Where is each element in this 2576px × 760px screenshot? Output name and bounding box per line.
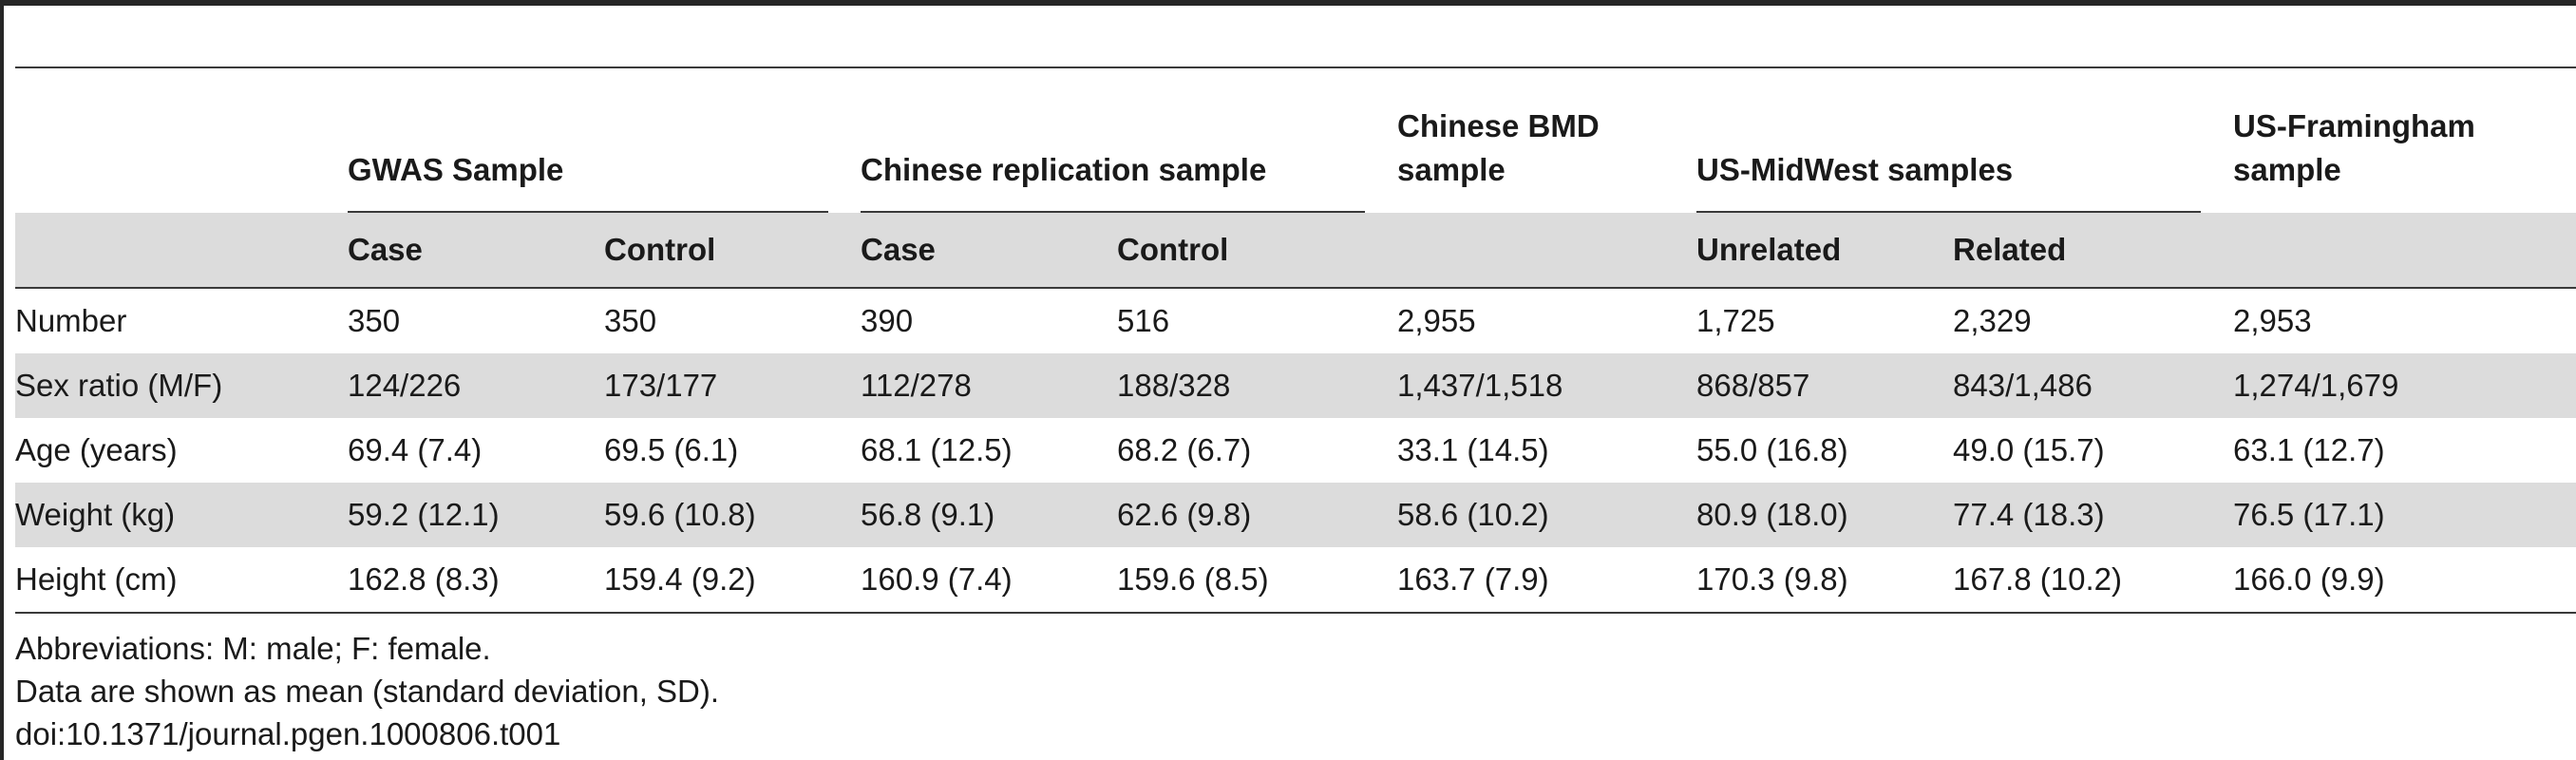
table-cell: 516: [1117, 303, 1170, 338]
row-label: Height (cm): [15, 547, 348, 614]
table-cell: 188/328: [1117, 353, 1398, 418]
table-cell: 2,329: [1953, 303, 2032, 338]
subheader-cell: Case: [861, 213, 1118, 289]
group-header-chinese-replication: Chinese replication sample: [861, 66, 1398, 213]
table-cell: 56.8 (9.1): [861, 483, 1118, 547]
table-cell: 59.6 (10.8): [604, 483, 862, 547]
table-cell: 1,437/1,518: [1397, 353, 1697, 418]
table-cell: 173/177: [604, 353, 862, 418]
top-border-bar: [0, 0, 2576, 6]
table-cell: 159.6 (8.5): [1117, 547, 1398, 614]
table-cell: 62.6 (9.8): [1117, 483, 1398, 547]
table-footnotes: Abbreviations: M: male; F: female. Data …: [15, 627, 719, 755]
table-row-age: Age (years) 69.4 (7.4) 69.5 (6.1) 68.1 (…: [15, 418, 2576, 483]
group-header-gwas: GWAS Sample: [348, 66, 862, 213]
table-cell: 69.4 (7.4): [348, 432, 483, 467]
row-label: Sex ratio (M/F): [15, 353, 348, 418]
table-row-sex-ratio: Sex ratio (M/F) 124/226 173/177 112/278 …: [15, 353, 2576, 418]
table-cell: 33.1 (14.5): [1397, 432, 1549, 467]
table-row-weight: Weight (kg) 59.2 (12.1) 59.6 (10.8) 56.8…: [15, 483, 2576, 547]
table-cell: 843/1,486: [1953, 353, 2234, 418]
footnote-doi[interactable]: doi:10.1371/journal.pgen.1000806.t001: [15, 716, 561, 751]
subheader-row: Case Control Case Control Unrelated Rela…: [15, 213, 2576, 289]
table-cell: 58.6 (10.2): [1397, 483, 1697, 547]
row-label: Number: [15, 303, 127, 338]
group-header-us-midwest: US-MidWest samples: [1696, 66, 2234, 213]
table-cell: 63.1 (12.7): [2233, 432, 2385, 467]
group-header-row: GWAS Sample Chinese replication sample C…: [15, 66, 2576, 213]
footnote-abbreviations: Abbreviations: M: male; F: female.: [15, 631, 491, 666]
table-cell: 166.0 (9.9): [2233, 547, 2576, 614]
table-cell: 77.4 (18.3): [1953, 483, 2234, 547]
table-cell: 68.2 (6.7): [1117, 432, 1252, 467]
table-cell: 167.8 (10.2): [1953, 547, 2234, 614]
table-cell: 2,955: [1397, 303, 1476, 338]
subheader-cell: [2233, 213, 2576, 289]
table-cell: 1,725: [1696, 303, 1775, 338]
table-cell: 80.9 (18.0): [1696, 483, 1954, 547]
table-cell: 160.9 (7.4): [861, 547, 1118, 614]
table-row-number: Number 350 350 390 516 2,955 1,725 2,329…: [15, 288, 2576, 353]
table-cell: 1,274/1,679: [2233, 353, 2576, 418]
table-row-height: Height (cm) 162.8 (8.3) 159.4 (9.2) 160.…: [15, 547, 2576, 614]
group-header-empty: [15, 66, 348, 213]
group-header-chinese-bmd: Chinese BMD sample: [1397, 66, 1697, 213]
table-container: GWAS Sample Chinese replication sample C…: [15, 66, 2576, 614]
table-cell: 350: [348, 303, 401, 338]
subheader-cell: [15, 213, 348, 289]
table-cell: 159.4 (9.2): [604, 547, 862, 614]
group-header-us-framingham: US-Framingham sample: [2233, 66, 2576, 213]
table-cell: 162.8 (8.3): [348, 547, 604, 614]
row-label: Weight (kg): [15, 483, 348, 547]
table-cell: 124/226: [348, 353, 604, 418]
subheader-cell: Related: [1953, 213, 2234, 289]
table-cell: 55.0 (16.8): [1696, 432, 1848, 467]
table-cell: 163.7 (7.9): [1397, 547, 1697, 614]
left-border-edge: [0, 0, 4, 760]
table-cell: 390: [861, 303, 914, 338]
table-cell: 68.1 (12.5): [861, 432, 1013, 467]
table-cell: 2,953: [2233, 303, 2312, 338]
footnote-data-note: Data are shown as mean (standard deviati…: [15, 674, 720, 709]
subheader-cell: Case: [348, 213, 604, 289]
row-label: Age (years): [15, 432, 178, 467]
table-cell: 76.5 (17.1): [2233, 483, 2576, 547]
table-cell: 112/278: [861, 353, 1118, 418]
subheader-cell: [1397, 213, 1697, 289]
table-cell: 170.3 (9.8): [1696, 547, 1954, 614]
table-cell: 350: [604, 303, 657, 338]
subheader-cell: Unrelated: [1696, 213, 1954, 289]
table-cell: 69.5 (6.1): [604, 432, 739, 467]
sample-characteristics-table: GWAS Sample Chinese replication sample C…: [15, 66, 2576, 614]
table-cell: 868/857: [1696, 353, 1954, 418]
table-cell: 49.0 (15.7): [1953, 432, 2105, 467]
table-cell: 59.2 (12.1): [348, 483, 604, 547]
subheader-cell: Control: [604, 213, 862, 289]
subheader-cell: Control: [1117, 213, 1398, 289]
